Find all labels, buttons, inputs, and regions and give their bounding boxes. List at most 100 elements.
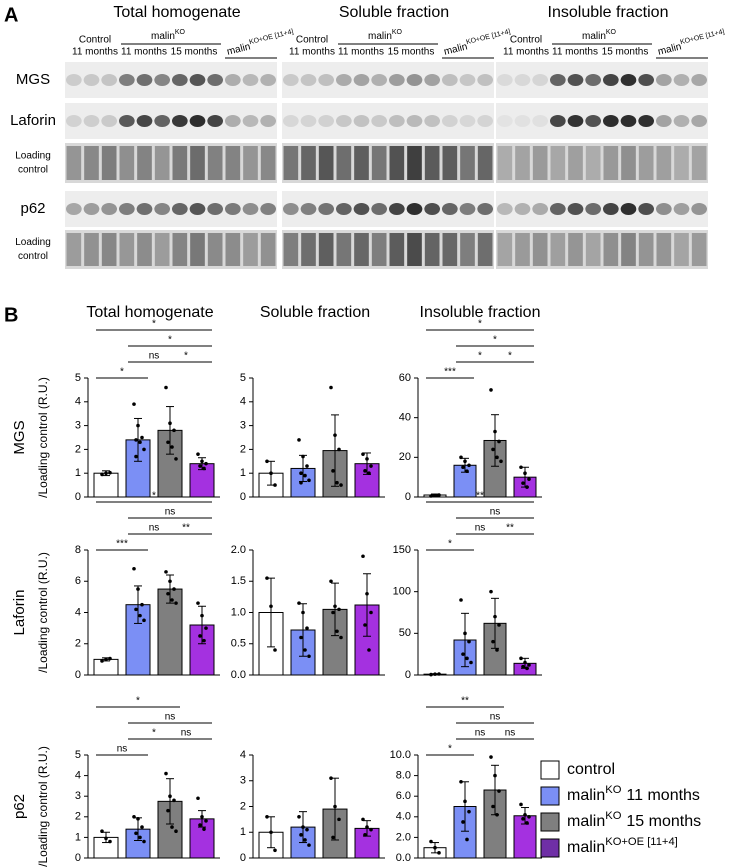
data-point	[433, 845, 437, 850]
data-point	[174, 829, 178, 834]
blot-band	[691, 203, 708, 215]
group-age: 11 months	[72, 47, 118, 58]
blot-band	[172, 203, 188, 215]
y-tick-label: 2	[75, 638, 81, 650]
significance-label: *	[152, 728, 156, 739]
y-tick-label: 4.0	[396, 811, 411, 823]
blot-lane	[225, 146, 241, 180]
blot-lane	[137, 146, 152, 180]
y-tick-label: 0.0	[396, 852, 411, 864]
data-point	[307, 478, 311, 483]
blot-lane	[318, 146, 334, 180]
data-point	[134, 454, 138, 459]
bar	[93, 472, 119, 498]
text-superscript: KO	[605, 784, 621, 796]
data-point	[365, 825, 369, 829]
y-tick-label: 0	[405, 669, 411, 681]
blot-lane	[260, 146, 276, 180]
blot-band	[497, 74, 513, 86]
blot-lane	[172, 233, 188, 266]
blot-band	[283, 115, 299, 127]
text-superscript: KO	[175, 29, 186, 36]
error-bar	[134, 585, 142, 624]
data-point	[138, 613, 142, 618]
blot-band	[371, 203, 387, 215]
data-point	[495, 812, 499, 817]
significance-label: *	[152, 319, 156, 330]
data-point	[174, 601, 178, 605]
data-point	[273, 483, 277, 487]
blot-lane	[243, 146, 258, 180]
blot-lane	[603, 233, 619, 266]
data-point	[493, 614, 497, 619]
y-tick-label: 2	[240, 800, 246, 812]
y-tick-label: 2	[240, 443, 246, 455]
data-point	[138, 440, 142, 445]
data-point	[337, 607, 341, 612]
data-point	[491, 639, 495, 644]
blot-lane	[407, 146, 422, 180]
data-point	[269, 830, 273, 835]
blot-band	[620, 203, 637, 215]
data-point	[166, 808, 170, 813]
data-point	[333, 433, 337, 437]
blot-band	[550, 203, 566, 215]
data-point	[363, 623, 367, 627]
data-point	[305, 626, 309, 630]
blot-lane	[550, 233, 566, 266]
significance-label: ns	[165, 507, 176, 518]
data-point	[363, 469, 367, 473]
blot-lane	[66, 233, 82, 266]
y-tick-label: 6	[75, 575, 81, 587]
blot-background	[65, 103, 277, 139]
data-point	[335, 629, 339, 634]
significance-label: ***	[444, 367, 456, 378]
blot-band	[225, 74, 241, 86]
data-point	[437, 851, 441, 855]
data-point	[437, 493, 441, 497]
group-label: malinKO+OE [11+4]	[225, 29, 295, 58]
blot-band	[585, 203, 602, 215]
data-point	[204, 461, 208, 466]
y-tick-label: 4	[240, 749, 246, 761]
y-tick-label: 20	[399, 451, 411, 463]
y-tick-label: 0.5	[231, 638, 246, 650]
data-point	[461, 820, 465, 824]
blot-lane	[336, 146, 352, 180]
significance-label: *	[168, 335, 172, 346]
group-age: 15 months	[388, 47, 435, 58]
data-point	[172, 587, 176, 591]
blot-band	[154, 74, 171, 86]
blot-band	[207, 203, 224, 215]
data-point	[100, 472, 104, 477]
data-point	[459, 598, 463, 602]
data-point	[269, 471, 273, 476]
significance-label: ns	[165, 712, 176, 723]
data-point	[459, 455, 463, 460]
blot-band	[353, 203, 370, 215]
significance-label: **	[476, 491, 484, 502]
y-tick-label: 5	[75, 372, 81, 384]
blot-band	[477, 74, 493, 86]
y-tick-label: 2	[75, 811, 81, 823]
legend-swatch	[540, 786, 560, 806]
blot-band	[300, 203, 317, 215]
data-point	[204, 819, 208, 823]
data-point	[489, 388, 493, 392]
blot-lane	[603, 146, 619, 180]
blot-lane	[477, 146, 493, 180]
significance-label: **	[182, 523, 190, 534]
data-point	[136, 423, 140, 428]
y-tick-label: 0	[75, 669, 81, 681]
y-tick-label: 1.0	[231, 606, 246, 618]
group-age: 15 months	[602, 47, 649, 58]
blot-band	[119, 203, 135, 215]
blot-lane	[225, 233, 241, 266]
group-label: malinKO	[582, 29, 617, 41]
y-tick-label: 5	[75, 749, 81, 761]
y-tick-label: 4	[240, 396, 246, 408]
y-tick-label: 10.0	[390, 749, 411, 761]
y-tick-label: 2	[75, 443, 81, 455]
y-tick-label: 0.0	[231, 669, 246, 681]
